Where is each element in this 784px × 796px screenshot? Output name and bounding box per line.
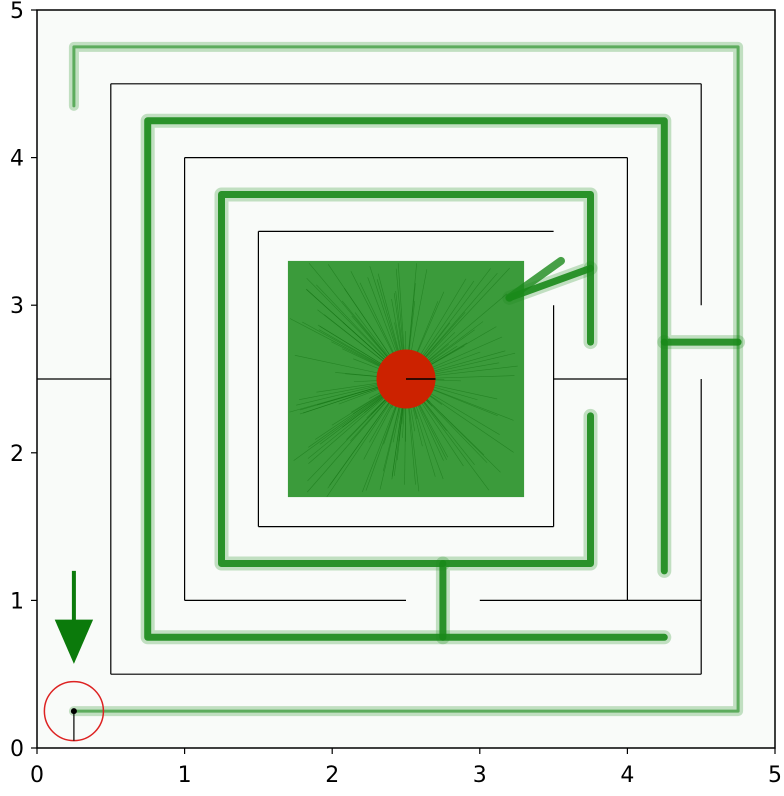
axis-ticks: 0 1 2 3 4 5 0 1 2 3 4 5 bbox=[10, 0, 782, 788]
maze-walls bbox=[37, 83, 702, 675]
x-tick-label: 0 bbox=[30, 763, 44, 788]
x-tick-label: 2 bbox=[325, 763, 339, 788]
y-tick-label: 3 bbox=[10, 294, 24, 319]
trajectory-core bbox=[439, 412, 594, 641]
plot-frame bbox=[36, 9, 776, 749]
y-tick-label: 4 bbox=[10, 147, 24, 172]
x-tick-label: 4 bbox=[620, 763, 634, 788]
goal-exit-path bbox=[505, 256, 565, 302]
trajectory-paths bbox=[68, 41, 746, 717]
markers bbox=[43, 349, 436, 742]
x-tick-label: 1 bbox=[178, 763, 192, 788]
trajectory-core bbox=[144, 117, 742, 641]
trajectory-core bbox=[72, 45, 740, 713]
x-tick-label: 3 bbox=[473, 763, 487, 788]
y-tick-label: 1 bbox=[10, 589, 24, 614]
y-tick-label: 0 bbox=[10, 737, 24, 762]
y-tick-label: 2 bbox=[10, 442, 24, 467]
arrow-head bbox=[54, 619, 94, 664]
y-tick-label: 5 bbox=[10, 0, 24, 24]
x-tick-label: 5 bbox=[768, 763, 782, 788]
trajectory-core bbox=[218, 191, 594, 567]
